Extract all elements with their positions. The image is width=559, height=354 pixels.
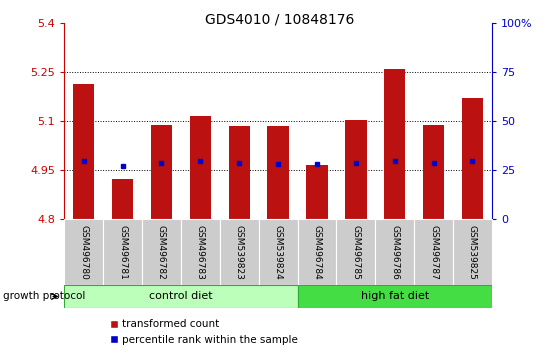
Bar bbox=[151, 125, 172, 219]
Text: GSM496783: GSM496783 bbox=[196, 225, 205, 280]
Bar bbox=[453, 219, 492, 285]
Text: high fat diet: high fat diet bbox=[361, 291, 429, 302]
Text: control diet: control diet bbox=[149, 291, 213, 302]
Text: GDS4010 / 10848176: GDS4010 / 10848176 bbox=[205, 12, 354, 27]
Bar bbox=[112, 178, 133, 219]
Text: GSM539824: GSM539824 bbox=[273, 225, 283, 279]
Bar bbox=[103, 219, 142, 285]
Bar bbox=[64, 285, 297, 308]
Bar bbox=[229, 126, 250, 219]
Bar bbox=[142, 219, 181, 285]
Bar bbox=[306, 165, 328, 219]
Text: GSM539823: GSM539823 bbox=[235, 225, 244, 280]
Text: GSM496780: GSM496780 bbox=[79, 225, 88, 280]
Bar bbox=[181, 219, 220, 285]
Text: GSM496782: GSM496782 bbox=[157, 225, 166, 279]
Bar bbox=[297, 285, 492, 308]
Bar bbox=[423, 125, 444, 219]
Bar bbox=[190, 116, 211, 219]
Bar bbox=[259, 219, 297, 285]
Bar bbox=[462, 98, 483, 219]
Text: GSM496785: GSM496785 bbox=[352, 225, 361, 280]
Legend: transformed count, percentile rank within the sample: transformed count, percentile rank withi… bbox=[106, 315, 302, 349]
Bar bbox=[375, 219, 414, 285]
Bar bbox=[297, 219, 337, 285]
Bar bbox=[384, 69, 405, 219]
Bar bbox=[220, 219, 259, 285]
Bar bbox=[345, 120, 367, 219]
Text: GSM496787: GSM496787 bbox=[429, 225, 438, 280]
Bar bbox=[73, 84, 94, 219]
Text: GSM496784: GSM496784 bbox=[312, 225, 321, 279]
Bar bbox=[337, 219, 375, 285]
Text: GSM496781: GSM496781 bbox=[118, 225, 127, 280]
Text: growth protocol: growth protocol bbox=[3, 291, 85, 302]
Bar bbox=[414, 219, 453, 285]
Text: GSM539825: GSM539825 bbox=[468, 225, 477, 280]
Text: GSM496786: GSM496786 bbox=[390, 225, 399, 280]
Bar bbox=[64, 219, 103, 285]
Bar bbox=[267, 126, 289, 219]
